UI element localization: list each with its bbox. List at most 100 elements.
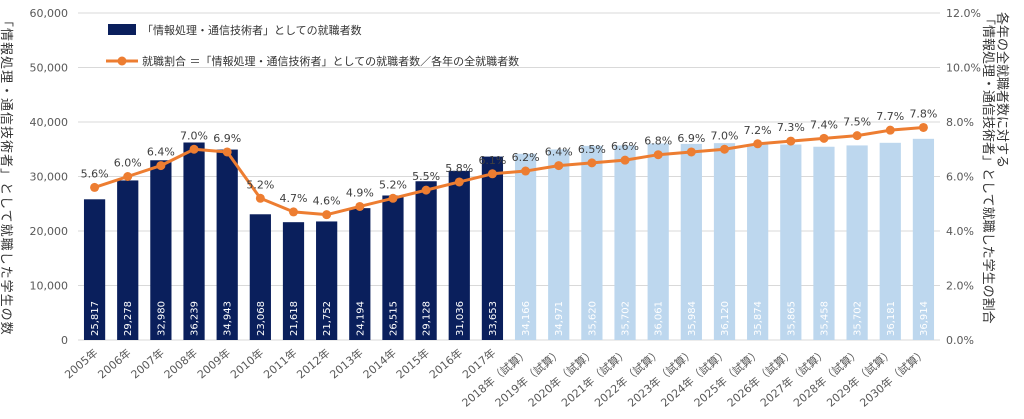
bar <box>680 143 702 340</box>
ratio-value-label: 6.6% <box>611 140 639 153</box>
bar-value-label: 33,653 <box>488 301 499 336</box>
bar <box>614 145 636 340</box>
bar-value-label: 36,120 <box>720 301 731 336</box>
bar <box>316 221 338 340</box>
bar <box>249 214 271 340</box>
ratio-value-label: 7.7% <box>876 110 904 123</box>
right-axis-title-line-1: 各年の全就職者数に対する <box>994 12 1010 168</box>
ratio-point <box>720 144 729 154</box>
ratio-value-label: 5.2% <box>379 178 407 191</box>
ratio-value-label: 6.8% <box>644 135 672 148</box>
ratio-value-label: 7.4% <box>810 118 838 131</box>
ratio-point <box>322 210 332 220</box>
ratio-value-label: 6.9% <box>213 132 241 145</box>
right-tick-label: 2.0% <box>946 280 974 293</box>
bar-value-label: 35,702 <box>853 301 864 336</box>
x-tick-label: 2013年 <box>327 346 366 382</box>
bar <box>83 199 106 340</box>
bar <box>912 138 935 340</box>
bar-value-label: 23,068 <box>256 301 267 336</box>
right-tick-label: 6.0% <box>946 171 974 184</box>
left-axis-title: 「情報処理・通信技術者」として就職した学生の数 <box>0 14 14 336</box>
bar <box>183 142 205 340</box>
bar-value-label: 32,980 <box>156 301 167 336</box>
ratio-point <box>355 201 365 211</box>
ratio-point <box>90 182 100 192</box>
bar-value-label: 35,865 <box>786 301 797 336</box>
ratio-value-label: 7.8% <box>909 107 937 120</box>
left-tick-label: 10,000 <box>30 280 69 293</box>
bar-value-label: 25,817 <box>90 301 101 336</box>
left-tick-label: 60,000 <box>30 7 69 20</box>
ratio-point <box>289 207 298 217</box>
ratio-point <box>753 139 763 149</box>
right-axis-title: 各年の全就職者数に対する 「情報処理・通信技術者」として就職した学生の割合 <box>980 12 1010 324</box>
x-tick-label: 2010年 <box>227 346 266 382</box>
bar-value-label: 35,702 <box>621 301 632 336</box>
ratio-value-label: 5.2% <box>246 178 274 191</box>
ratio-value-label: 7.0% <box>711 129 739 142</box>
ratio-point <box>554 161 564 171</box>
bar-value-label: 26,515 <box>388 301 399 336</box>
bar-value-label: 36,914 <box>919 301 930 336</box>
ratio-line-path <box>94 125 924 217</box>
ratio-point <box>421 185 431 195</box>
bar-value-label: 36,181 <box>886 301 897 336</box>
bar-value-label: 34,166 <box>521 301 532 336</box>
ratio-value-label: 4.6% <box>313 195 341 208</box>
ratio-value-label: 7.2% <box>744 124 772 137</box>
bar-value-label: 34,971 <box>554 301 565 336</box>
ratio-value-label: 7.0% <box>180 129 208 142</box>
ratio-point <box>885 125 895 135</box>
bar <box>150 160 172 340</box>
ratio-point <box>156 161 166 171</box>
ratio-value-label: 6.0% <box>114 157 142 170</box>
bar <box>581 145 603 340</box>
legend-bar-label: 「情報処理・通信技術者」としての就職者数 <box>142 23 362 37</box>
bar-value-label: 29,278 <box>123 301 134 336</box>
left-tick-label: 50,000 <box>30 62 69 75</box>
ratio-point <box>487 169 497 179</box>
ratio-value-label: 6.2% <box>512 151 540 164</box>
bars <box>83 138 935 340</box>
ratio-point <box>189 144 199 154</box>
right-tick-label: 12.0% <box>946 7 981 20</box>
bar <box>879 142 901 340</box>
bar <box>216 149 238 340</box>
ratio-point <box>852 131 862 141</box>
bar <box>481 156 504 340</box>
ratio-value-label: 5.8% <box>445 162 473 175</box>
right-tick-label: 0.0% <box>946 334 974 347</box>
ratio-value-label: 6.9% <box>677 132 705 145</box>
right-tick-label: 4.0% <box>946 225 974 238</box>
bar-value-label: 31,036 <box>455 301 466 336</box>
ratio-point <box>620 155 630 165</box>
bar <box>713 143 736 340</box>
left-tick-label: 0 <box>61 334 68 347</box>
ratio-point <box>686 147 696 157</box>
x-tick-label: 2012年 <box>294 346 333 382</box>
x-tick-label: 2011年 <box>261 346 300 382</box>
data-labels: 25,817 29,278 32,980 36,239 34,943 23,068 21,6… <box>81 107 938 336</box>
ratio-value-label: 6.4% <box>545 146 573 159</box>
x-tick-label: 2006年 <box>95 346 134 382</box>
legend-line-marker <box>117 56 127 66</box>
legend-bar-swatch <box>108 24 136 35</box>
x-tick-label: 2008年 <box>161 346 200 382</box>
ratio-point <box>786 136 796 146</box>
ratio-point <box>454 177 464 187</box>
ratio-point <box>255 193 265 203</box>
bar <box>514 153 537 340</box>
right-tick-label: 10.0% <box>946 62 981 75</box>
bar <box>382 195 404 340</box>
bar-value-label: 36,239 <box>190 301 201 336</box>
bar <box>813 146 835 340</box>
left-tick-label: 30,000 <box>30 171 69 184</box>
x-tick-label: 2014年 <box>360 346 399 382</box>
x-tick-label: 2007年 <box>128 346 167 382</box>
bar <box>846 145 868 340</box>
ratio-value-label: 7.3% <box>777 121 805 134</box>
ratio-value-label: 6.5% <box>578 143 606 156</box>
right-axis-title-line-2: 「情報処理・通信技術者」として就職した学生の割合 <box>980 12 996 324</box>
